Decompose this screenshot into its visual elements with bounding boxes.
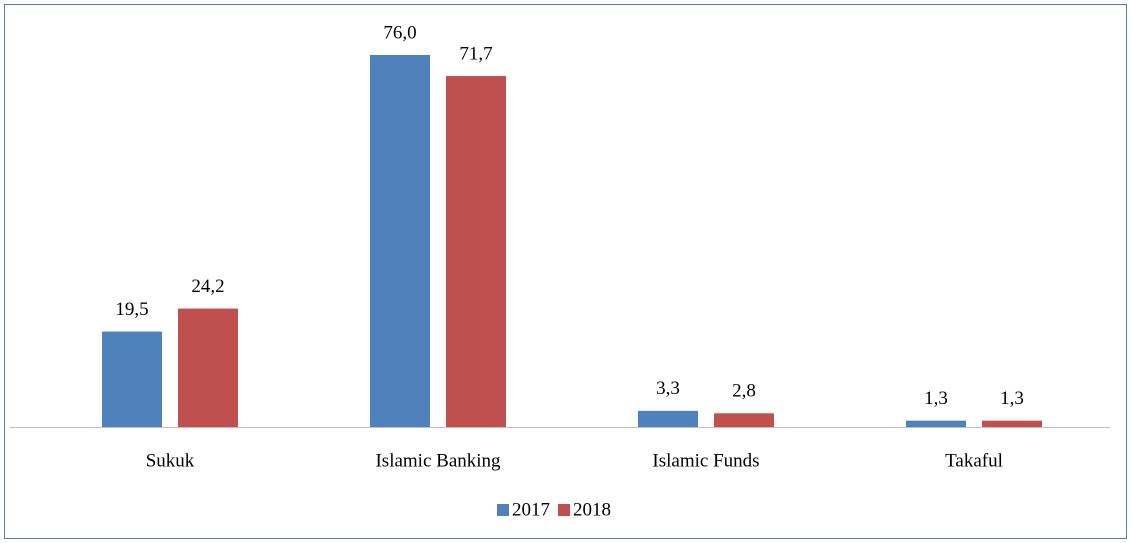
x-tick-label: Sukuk [146,450,195,471]
data-label: 1,3 [924,388,948,409]
x-tick-label: Islamic Funds [652,450,759,471]
legend-swatch [497,504,509,516]
bar [714,413,774,427]
x-tick-label: Islamic Banking [375,450,501,471]
bar [982,420,1042,427]
legend-label: 2017 [512,499,550,520]
bar [446,76,506,428]
data-label: 71,7 [459,43,492,64]
data-label: 3,3 [656,378,680,399]
data-label: 76,0 [383,22,416,43]
bar [178,308,238,427]
data-label: 2,8 [732,381,756,402]
chart-border [4,4,1127,539]
x-tick-label: Takaful [945,450,1003,471]
bar [102,331,162,427]
data-label: 24,2 [191,276,224,297]
legend-swatch [558,504,570,516]
bar [638,410,698,427]
data-label: 19,5 [115,299,148,320]
data-label: 1,3 [1000,388,1024,409]
bar [370,55,430,427]
legend-label: 2018 [573,499,611,520]
bar [906,420,966,427]
